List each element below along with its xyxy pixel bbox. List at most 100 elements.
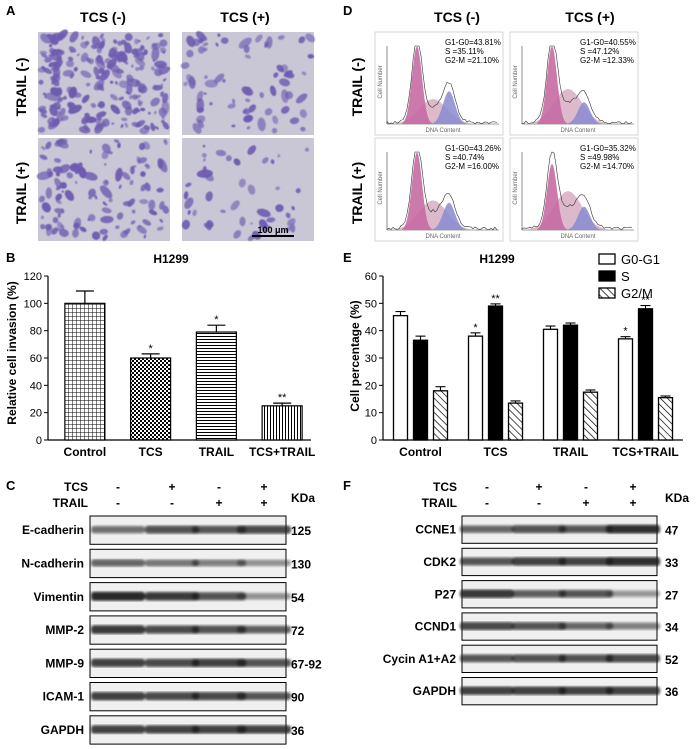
blot-band [606, 622, 660, 630]
chart-e-bar [412, 339, 429, 441]
chart-b-bar [261, 405, 303, 441]
blot-band [145, 559, 199, 567]
micro-tcs-neg-trail-neg [37, 29, 171, 135]
chart-e-title: H1299 [479, 252, 515, 266]
blot-protein-label: Vimentin [34, 590, 84, 604]
scale-bar-label: 100 μm [257, 225, 288, 235]
blot-c-trail-label: TRAIL [53, 496, 88, 510]
panel-e: E H1299 Cell percentage (%) 0 10 20 30 40 50 6… [343, 250, 683, 459]
g1-phase-peak [402, 46, 432, 124]
chart-e-ytick-label: 10 [365, 408, 377, 420]
flow-x-axis-label: DNA Content [425, 234, 460, 240]
flow-x-axis-label: DNA Content [425, 128, 460, 134]
blot-band [237, 559, 291, 567]
blot-f-trail-label: TRAIL [422, 496, 457, 510]
flow-stat-text: G1-G0=43.81% [445, 38, 501, 47]
micro-tcs-pos-trail-pos [181, 138, 314, 241]
blot-protein-label: GAPDH [413, 684, 456, 698]
chart-b-category-label: Control [64, 445, 107, 459]
chart-b-significance: ** [278, 392, 287, 404]
flow-y-axis-label: Cell Number [378, 65, 384, 98]
chart-e-legend-swatch [598, 287, 616, 299]
blot-row: N-cadherin 130 [21, 548, 311, 579]
blot-band [606, 524, 660, 534]
blot-band [237, 725, 291, 734]
blot-band [559, 557, 613, 566]
blot-protein-label: MMP-2 [45, 623, 84, 637]
blot-row: Vimentin 54 [34, 582, 305, 612]
blot-band [237, 658, 291, 667]
chart-b-ytick-label: 40 [30, 380, 42, 392]
blot-c-tcs-sign: + [168, 480, 175, 494]
blot-protein-label: ICAM-1 [43, 690, 85, 704]
chart-b-bar [195, 331, 237, 441]
chart-e-bar [637, 308, 654, 441]
blot-band [192, 592, 246, 601]
chart-e-ytick-label: 40 [365, 326, 377, 338]
blot-band [91, 591, 145, 601]
g1-phase-peak [537, 163, 567, 230]
blot-kda-value: 52 [665, 653, 679, 667]
blot-row: E-cadherin 125 [22, 515, 311, 545]
blot-kda-value: 125 [291, 524, 311, 538]
blot-f-tcs-sign: + [535, 480, 542, 494]
chart-e-bar [617, 338, 634, 441]
flow-x-axis-label: DNA Content [560, 128, 595, 134]
chart-e-bar [582, 391, 599, 441]
blot-band [512, 589, 566, 598]
panel-a-col-header-1: TCS (-) [80, 9, 126, 25]
panel-f-label: F [343, 478, 351, 493]
blot-protein-label: GAPDH [41, 723, 84, 737]
chart-e-bar [432, 390, 449, 441]
blot-band [91, 725, 145, 734]
blot-kda-value: 36 [665, 685, 679, 699]
chart-e-significance: * [623, 326, 628, 338]
flow-histogram: G1-G0=43.81%S =35.11%G2-M =21.10% DNA Con… [374, 31, 504, 136]
panel-a-row-header-1: TRAIL (-) [13, 58, 29, 117]
blot-band [512, 525, 566, 534]
blot-band [559, 622, 613, 630]
blot-protein-label: N-cadherin [21, 556, 84, 570]
blot-band [606, 557, 660, 566]
chart-e-bar [542, 328, 559, 441]
flow-stat-text: G1-G0=40.55% [580, 38, 636, 47]
blot-row: MMP-2 72 [45, 615, 305, 645]
blot-band [460, 686, 514, 695]
chart-e-ytick-label: 20 [365, 380, 377, 392]
flow-stat-text: S =40.74% [445, 153, 484, 162]
chart-e-bar [507, 402, 524, 441]
chart-e-significance: ** [641, 295, 650, 307]
chart-b-bar [64, 302, 106, 441]
blot-band [91, 658, 145, 668]
blot-band [460, 621, 514, 631]
blot-kda-value: 27 [665, 588, 679, 602]
micro-tcs-pos-trail-neg [180, 31, 316, 135]
chart-e-legend-label: G0-G1 [621, 252, 660, 267]
blot-band [606, 654, 660, 663]
panel-e-label: E [343, 250, 352, 265]
panel-d-label: D [343, 3, 352, 18]
blot-band [237, 525, 291, 534]
panel-d: D TCS (-) TCS (+) TRAIL (-) TRAIL (+) G1… [343, 3, 639, 242]
g2-phase-peak [566, 206, 602, 230]
chart-e-ylabel: Cell percentage (%) [348, 300, 362, 411]
blot-f-tcs-sign: - [485, 480, 489, 494]
chart-b-ytick-label: 60 [30, 353, 42, 365]
blot-band [460, 654, 514, 663]
flow-x-axis-label: DNA Content [560, 234, 595, 240]
blot-row: CDK2 33 [423, 547, 679, 577]
blot-band [606, 686, 660, 695]
blot-band [145, 692, 199, 701]
blot-band [559, 686, 613, 695]
blot-kda-value: 72 [291, 624, 305, 638]
blot-protein-label: CDK2 [423, 555, 456, 569]
blot-band [145, 591, 199, 601]
blot-band [237, 593, 291, 600]
blot-band [606, 590, 660, 597]
blot-kda-value: 47 [665, 524, 679, 538]
chart-e-category-label: Control [399, 445, 442, 459]
panel-b-label: B [6, 250, 15, 265]
blot-kda-value: 33 [665, 556, 679, 570]
g2-phase-peak [431, 202, 467, 230]
chart-e-bar [392, 314, 409, 441]
